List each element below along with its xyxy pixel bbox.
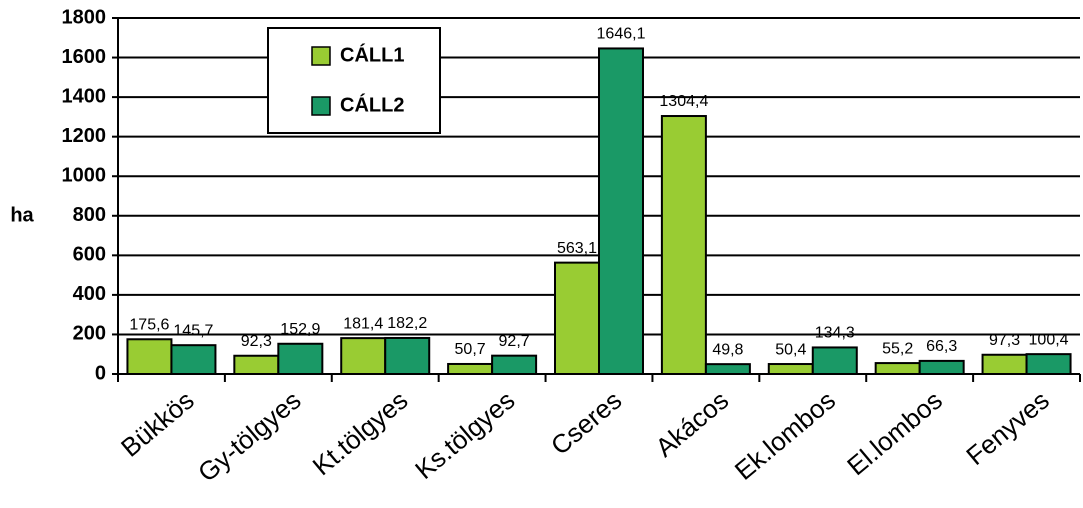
value-label: 49,8 <box>712 341 743 358</box>
value-label: 175,6 <box>129 316 169 333</box>
value-label: 66,3 <box>926 338 957 355</box>
x-tick-label: Fenyves <box>960 385 1055 471</box>
legend-swatch <box>311 96 331 116</box>
bar <box>491 354 538 375</box>
bar <box>554 261 600 376</box>
bar <box>660 115 707 375</box>
value-label: 134,3 <box>815 325 855 342</box>
x-tick-label: Ks.tölgyes <box>409 385 520 485</box>
x-tick-label: Cseres <box>545 385 627 461</box>
legend-box <box>267 27 441 134</box>
value-label: 50,4 <box>775 341 806 358</box>
legend-label: CÁLL1 <box>340 43 404 66</box>
value-label: 181,4 <box>343 315 383 332</box>
y-tick-label: 1000 <box>62 165 107 187</box>
y-tick-label: 1800 <box>62 6 107 28</box>
value-label: 50,7 <box>455 341 486 358</box>
bar <box>233 354 280 376</box>
bar <box>384 336 431 375</box>
bar <box>340 337 387 375</box>
y-tick-label: 1600 <box>62 46 107 68</box>
value-label: 1304,4 <box>659 93 708 110</box>
bar <box>277 342 324 375</box>
bar <box>598 47 644 376</box>
bar <box>918 359 965 375</box>
x-tick-label: Akácos <box>650 385 735 463</box>
bar <box>704 363 751 375</box>
legend-swatch <box>311 46 331 66</box>
bar <box>981 353 1028 376</box>
bar <box>1025 353 1072 375</box>
value-label: 92,3 <box>241 333 272 350</box>
y-tick-label: 600 <box>73 244 106 266</box>
x-tick-label: Ek.lombos <box>729 385 841 486</box>
value-label: 152,9 <box>280 321 320 338</box>
x-tick-label: El.lombos <box>841 385 948 481</box>
x-tick-label: Kt.tölgyes <box>307 385 414 481</box>
y-tick-label: 1400 <box>62 85 107 107</box>
x-tick-label: Bükkös <box>115 385 200 463</box>
y-tick-label: 1200 <box>62 125 107 147</box>
value-label: 182,2 <box>387 315 427 332</box>
bar <box>811 346 858 376</box>
value-label: 563,1 <box>557 240 597 257</box>
value-label: 97,3 <box>989 332 1020 349</box>
bar <box>447 362 494 375</box>
value-label: 100,4 <box>1029 331 1069 348</box>
value-label: 145,7 <box>173 322 213 339</box>
legend-label: CÁLL2 <box>340 93 404 116</box>
y-axis-label: ha <box>10 204 34 226</box>
bar <box>170 344 217 375</box>
value-label: 92,7 <box>499 333 530 350</box>
y-tick-label: 200 <box>73 323 106 345</box>
value-label: 1646,1 <box>597 26 646 43</box>
x-tick-label: Gy-tölgyes <box>192 385 306 488</box>
y-tick-label: 800 <box>73 204 106 226</box>
y-tick-label: 0 <box>95 362 106 384</box>
bar <box>874 362 921 376</box>
bar <box>126 338 173 376</box>
value-label: 55,2 <box>882 340 913 357</box>
bar <box>767 363 814 376</box>
y-tick-label: 400 <box>73 283 106 305</box>
